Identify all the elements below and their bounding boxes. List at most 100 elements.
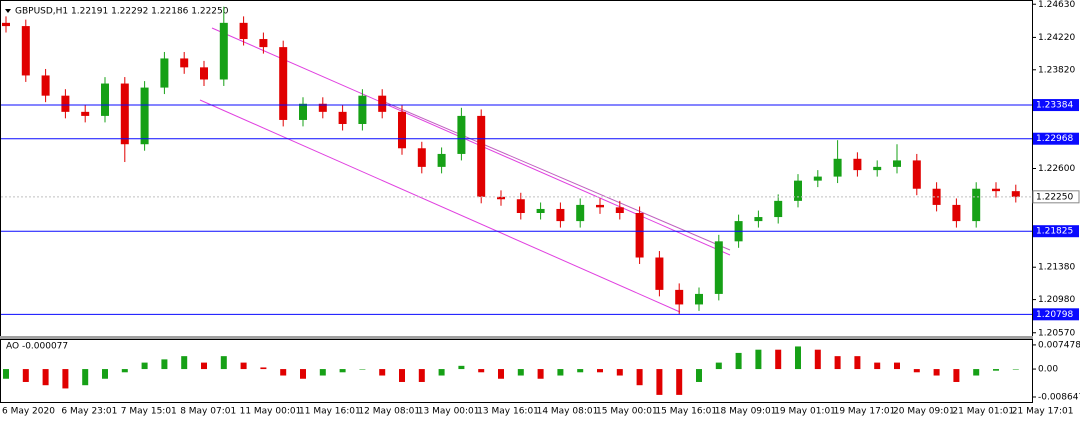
ao-bar bbox=[973, 369, 980, 376]
ao-bar bbox=[260, 367, 267, 370]
x-tick-label: 15 May 16:01 bbox=[655, 407, 717, 417]
ao-bar bbox=[913, 369, 920, 373]
ao-bar bbox=[418, 369, 425, 382]
ao-bar bbox=[755, 349, 762, 370]
x-tick-label: 6 May 2020 bbox=[2, 407, 55, 417]
ao-bar bbox=[438, 369, 445, 376]
ao-bar bbox=[517, 369, 524, 376]
candle-body bbox=[417, 148, 426, 167]
x-tick-label: 19 May 01:01 bbox=[774, 407, 836, 417]
indicator-title: AO -0.000077 bbox=[6, 342, 68, 352]
candle-body bbox=[576, 204, 585, 222]
candle-body bbox=[497, 196, 505, 200]
x-tick-label: 18 May 09:01 bbox=[715, 407, 777, 417]
ao-bar bbox=[874, 362, 881, 370]
x-tick-label: 12 May 08:01 bbox=[358, 407, 420, 417]
ao-bar bbox=[498, 369, 504, 379]
y-tick-label: -0.008647 bbox=[1038, 392, 1080, 402]
y-tick-label: 1.24220 bbox=[1038, 33, 1075, 43]
y-tick-label: 1.20570 bbox=[1038, 328, 1075, 338]
candle-body bbox=[536, 208, 545, 214]
candle-body bbox=[140, 87, 149, 145]
candle-body bbox=[259, 39, 268, 48]
ao-bar bbox=[339, 369, 346, 373]
channel-line bbox=[211, 27, 731, 256]
ao-panel-frame bbox=[0, 339, 1033, 403]
x-tick-label: 15 May 00:01 bbox=[596, 407, 658, 417]
y-tick-label: 1.20980 bbox=[1038, 295, 1075, 305]
candle-body bbox=[556, 208, 565, 222]
candle-body bbox=[437, 153, 446, 167]
ao-bar bbox=[795, 346, 801, 370]
ao-bar bbox=[161, 359, 168, 370]
candle-body bbox=[813, 176, 822, 181]
level-tag bbox=[1033, 225, 1079, 238]
channel-line bbox=[379, 99, 731, 251]
ao-bar bbox=[577, 369, 584, 373]
candle-body bbox=[299, 103, 307, 120]
candle-body bbox=[695, 293, 703, 305]
candle-body bbox=[754, 217, 763, 222]
level-label: 1.22968 bbox=[1036, 134, 1073, 144]
ao-bar bbox=[616, 369, 623, 376]
x-tick-label: 14 May 08:01 bbox=[537, 407, 599, 417]
candle-body bbox=[635, 213, 644, 258]
ao-bar bbox=[280, 369, 287, 376]
ao-bar bbox=[557, 369, 564, 376]
x-tick-label: 21 May 01:01 bbox=[952, 407, 1014, 417]
ao-bar bbox=[22, 369, 29, 382]
ao-bar bbox=[597, 369, 603, 373]
x-tick-label: 6 May 23:01 bbox=[61, 407, 117, 417]
ao-bar bbox=[993, 369, 999, 371]
candle-body bbox=[774, 200, 783, 218]
candle-body bbox=[120, 83, 129, 145]
ao-bar bbox=[894, 362, 900, 370]
ao-bar bbox=[676, 369, 683, 395]
level-tag bbox=[1033, 308, 1079, 321]
candle-body bbox=[972, 188, 981, 222]
candle-body bbox=[239, 22, 248, 40]
current-price-tag bbox=[1032, 190, 1080, 204]
candle-body bbox=[61, 95, 70, 112]
candle-body bbox=[279, 47, 288, 120]
ao-bar bbox=[102, 369, 108, 379]
candle-body bbox=[794, 180, 802, 201]
x-tick-label: 11 May 00:01 bbox=[240, 407, 302, 417]
candle-body bbox=[477, 115, 486, 197]
candle-body bbox=[219, 22, 228, 80]
ao-bar bbox=[854, 356, 861, 370]
ao-bar bbox=[319, 369, 326, 376]
ao-bar bbox=[82, 369, 89, 386]
ao-bar bbox=[1012, 369, 1019, 370]
candle-body bbox=[873, 166, 882, 171]
candle-body bbox=[160, 58, 169, 88]
level-tag bbox=[1033, 99, 1079, 112]
y-tick-label: 0.00 bbox=[1038, 365, 1058, 375]
candle-body bbox=[714, 241, 723, 294]
ao-bar bbox=[42, 369, 49, 386]
panel-separator bbox=[0, 336, 1033, 339]
x-tick-label: 13 May 16:01 bbox=[477, 407, 539, 417]
candle-body bbox=[101, 83, 109, 116]
ao-bar bbox=[379, 369, 386, 376]
candle-body bbox=[932, 188, 941, 205]
candle-body bbox=[1011, 191, 1020, 197]
level-tag bbox=[1033, 132, 1079, 145]
candle-body bbox=[378, 95, 387, 112]
ao-bar bbox=[458, 365, 465, 370]
ao-bar bbox=[834, 356, 841, 370]
candle-body bbox=[516, 199, 525, 214]
level-label: 1.23384 bbox=[1036, 101, 1073, 111]
candle-body bbox=[41, 75, 50, 96]
candle-body bbox=[398, 111, 406, 149]
menu-arrow[interactable] bbox=[5, 9, 11, 13]
candle-body bbox=[952, 204, 961, 222]
x-tick-label: 7 May 15:01 bbox=[121, 407, 177, 417]
ao-bar bbox=[537, 369, 544, 379]
ao-bar bbox=[201, 362, 207, 370]
candle-body bbox=[615, 207, 624, 214]
candle-body bbox=[833, 158, 842, 177]
candle-body bbox=[358, 95, 367, 124]
x-tick-label: 11 May 16:01 bbox=[299, 407, 361, 417]
